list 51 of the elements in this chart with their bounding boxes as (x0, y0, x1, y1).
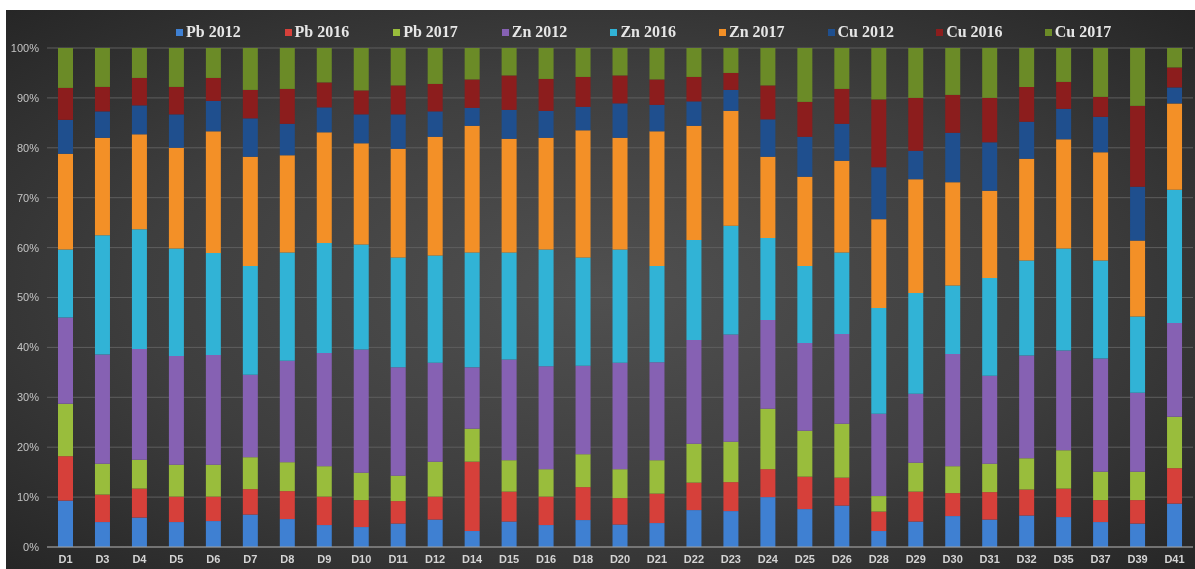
x-tick-label: D18 (572, 552, 594, 565)
x-tick-label: D8 (280, 552, 295, 565)
x-tick-label: D16 (535, 552, 557, 565)
x-tick-label: D15 (499, 552, 520, 565)
x-tick-label: D10 (351, 552, 372, 565)
legend-label: Zn 2017 (728, 23, 785, 41)
x-tick-label: D37 (1090, 552, 1111, 565)
y-tick-label: 100% (10, 41, 40, 54)
x-tick-label: D26 (831, 552, 852, 565)
x-tick-label: D7 (243, 552, 258, 565)
legend-label: Pb 2012 (186, 23, 241, 41)
x-tick-label: D25 (794, 552, 815, 565)
x-tick-label: D22 (683, 552, 705, 565)
x-tick-label: D23 (720, 552, 741, 565)
x-tick-label: D32 (1016, 552, 1037, 565)
x-tick-label: D30 (942, 552, 963, 565)
legend-label: Pb 2016 (294, 23, 350, 41)
y-tick-label: 10% (16, 491, 40, 504)
legend-label: Cu 2012 (837, 23, 895, 41)
x-tick-label: D5 (169, 552, 184, 565)
x-tick-label: D11 (388, 552, 408, 565)
y-tick-label: 90% (16, 91, 40, 104)
x-tick-label: D1 (58, 552, 73, 565)
y-tick-label: 60% (16, 241, 40, 254)
legend-label: Zn 2016 (620, 23, 676, 41)
x-tick-label: D41 (1164, 552, 1185, 565)
x-tick-label: D3 (95, 552, 110, 565)
legend-label: Zn 2012 (511, 23, 568, 41)
legend-label: Cu 2016 (946, 23, 1003, 41)
y-tick-label: 30% (16, 391, 40, 404)
y-tick-label: 50% (16, 291, 40, 304)
y-tick-label: 80% (16, 141, 40, 154)
x-tick-label: D31 (979, 552, 1000, 565)
y-tick-label: 0% (23, 540, 40, 553)
y-tick-label: 70% (16, 191, 40, 204)
x-tick-label: D4 (132, 552, 148, 565)
x-tick-label: D39 (1127, 552, 1148, 565)
x-tick-label: D20 (609, 552, 631, 565)
x-tick-label: D28 (868, 552, 889, 565)
x-tick-label: D12 (425, 552, 446, 565)
legend-label: Cu 2017 (1054, 23, 1112, 41)
y-tick-label: 40% (16, 341, 40, 354)
x-tick-label: D9 (317, 552, 332, 565)
y-tick-label: 20% (16, 441, 40, 454)
x-tick-label: D29 (905, 552, 926, 565)
legend-label: Pb 2017 (403, 23, 458, 41)
x-tick-label: D35 (1053, 552, 1074, 565)
x-tick-label: D21 (646, 552, 668, 565)
x-tick-label: D24 (757, 552, 779, 565)
x-tick-label: D6 (206, 552, 221, 565)
x-tick-label: D14 (462, 552, 484, 565)
